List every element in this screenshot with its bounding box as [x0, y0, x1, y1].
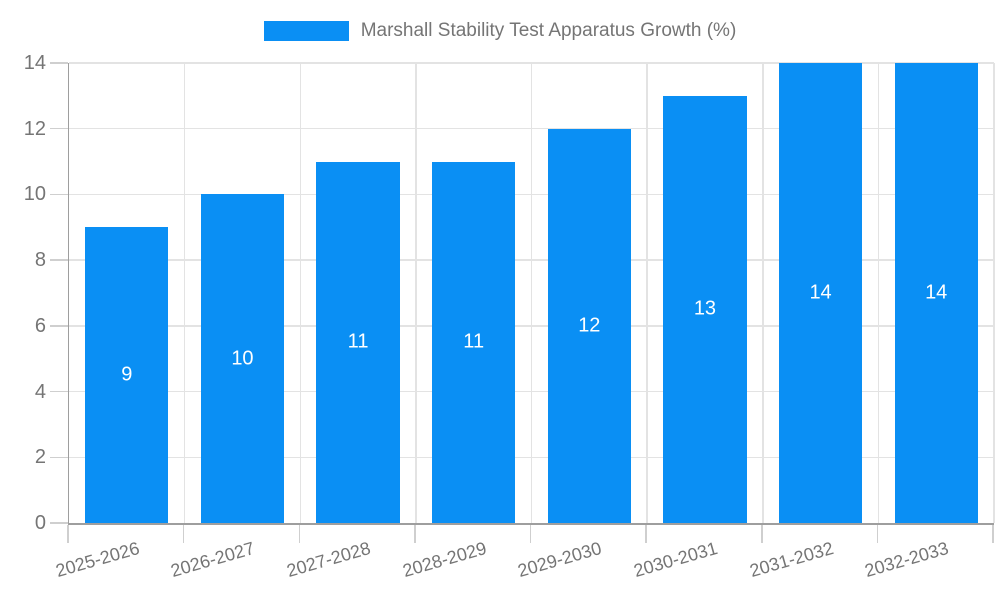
bar-value-label: 9 [121, 363, 133, 386]
x-gridline [299, 63, 301, 523]
chart-legend[interactable]: Marshall Stability Test Apparatus Growth… [0, 20, 1000, 42]
y-axis-tick [50, 62, 68, 64]
x-axis-tick [67, 525, 69, 543]
y-axis-tick [50, 325, 68, 327]
y-axis-label: 10 [23, 183, 46, 206]
bar-2026-2027[interactable] [200, 194, 285, 523]
bar-value-label: 12 [578, 314, 601, 337]
y-axis-tick [50, 456, 68, 459]
y-axis-label: 6 [34, 314, 46, 337]
x-axis-tick [761, 525, 763, 543]
y-axis-label: 2 [34, 446, 46, 469]
y-axis-tick [50, 193, 68, 196]
bar-2025-2026[interactable] [85, 227, 169, 523]
y-axis-label: 0 [34, 512, 46, 534]
legend-label: Marshall Stability Test Apparatus Growth… [360, 20, 737, 41]
y-axis-tick [50, 259, 68, 261]
y-axis-tick [50, 522, 68, 524]
x-axis-tick [529, 525, 532, 543]
x-gridline [530, 63, 533, 523]
x-gridline [646, 63, 648, 523]
plot-area: 9 10 11 11 12 13 14 14 [68, 62, 995, 525]
bar-2030-2031[interactable] [663, 95, 747, 523]
y-axis-tick [50, 127, 68, 130]
x-gridline [762, 63, 764, 523]
y-axis-label: 4 [34, 380, 46, 403]
x-axis-tick [298, 525, 300, 543]
bar-2029-2030[interactable] [547, 128, 631, 523]
x-axis-tick [414, 525, 416, 543]
y-axis-label: 14 [23, 52, 46, 74]
bar-value-label: 11 [347, 330, 369, 353]
x-gridline [877, 63, 880, 523]
bar-2032-2033[interactable] [894, 63, 978, 523]
x-axis-tick [992, 525, 994, 543]
legend-swatch-icon [263, 21, 349, 41]
y-axis-label: 12 [23, 117, 46, 140]
x-gridline [993, 63, 995, 523]
y-axis-tick [50, 390, 68, 393]
x-axis-tick [645, 525, 647, 543]
x-gridline [415, 63, 417, 523]
x-axis-tick [876, 525, 879, 543]
bar-2031-2032[interactable] [778, 63, 863, 523]
bar-value-label: 10 [231, 347, 254, 370]
x-axis-tick [182, 525, 185, 543]
x-gridline [183, 63, 186, 523]
bar-value-label: 13 [693, 297, 717, 320]
y-axis-label: 8 [34, 249, 46, 272]
bar-value-label: 11 [463, 330, 485, 353]
bar-value-label: 14 [809, 281, 832, 304]
bar-2028-2029[interactable] [432, 161, 516, 523]
bar-2027-2028[interactable] [316, 161, 400, 523]
bar-value-label: 14 [925, 281, 948, 304]
